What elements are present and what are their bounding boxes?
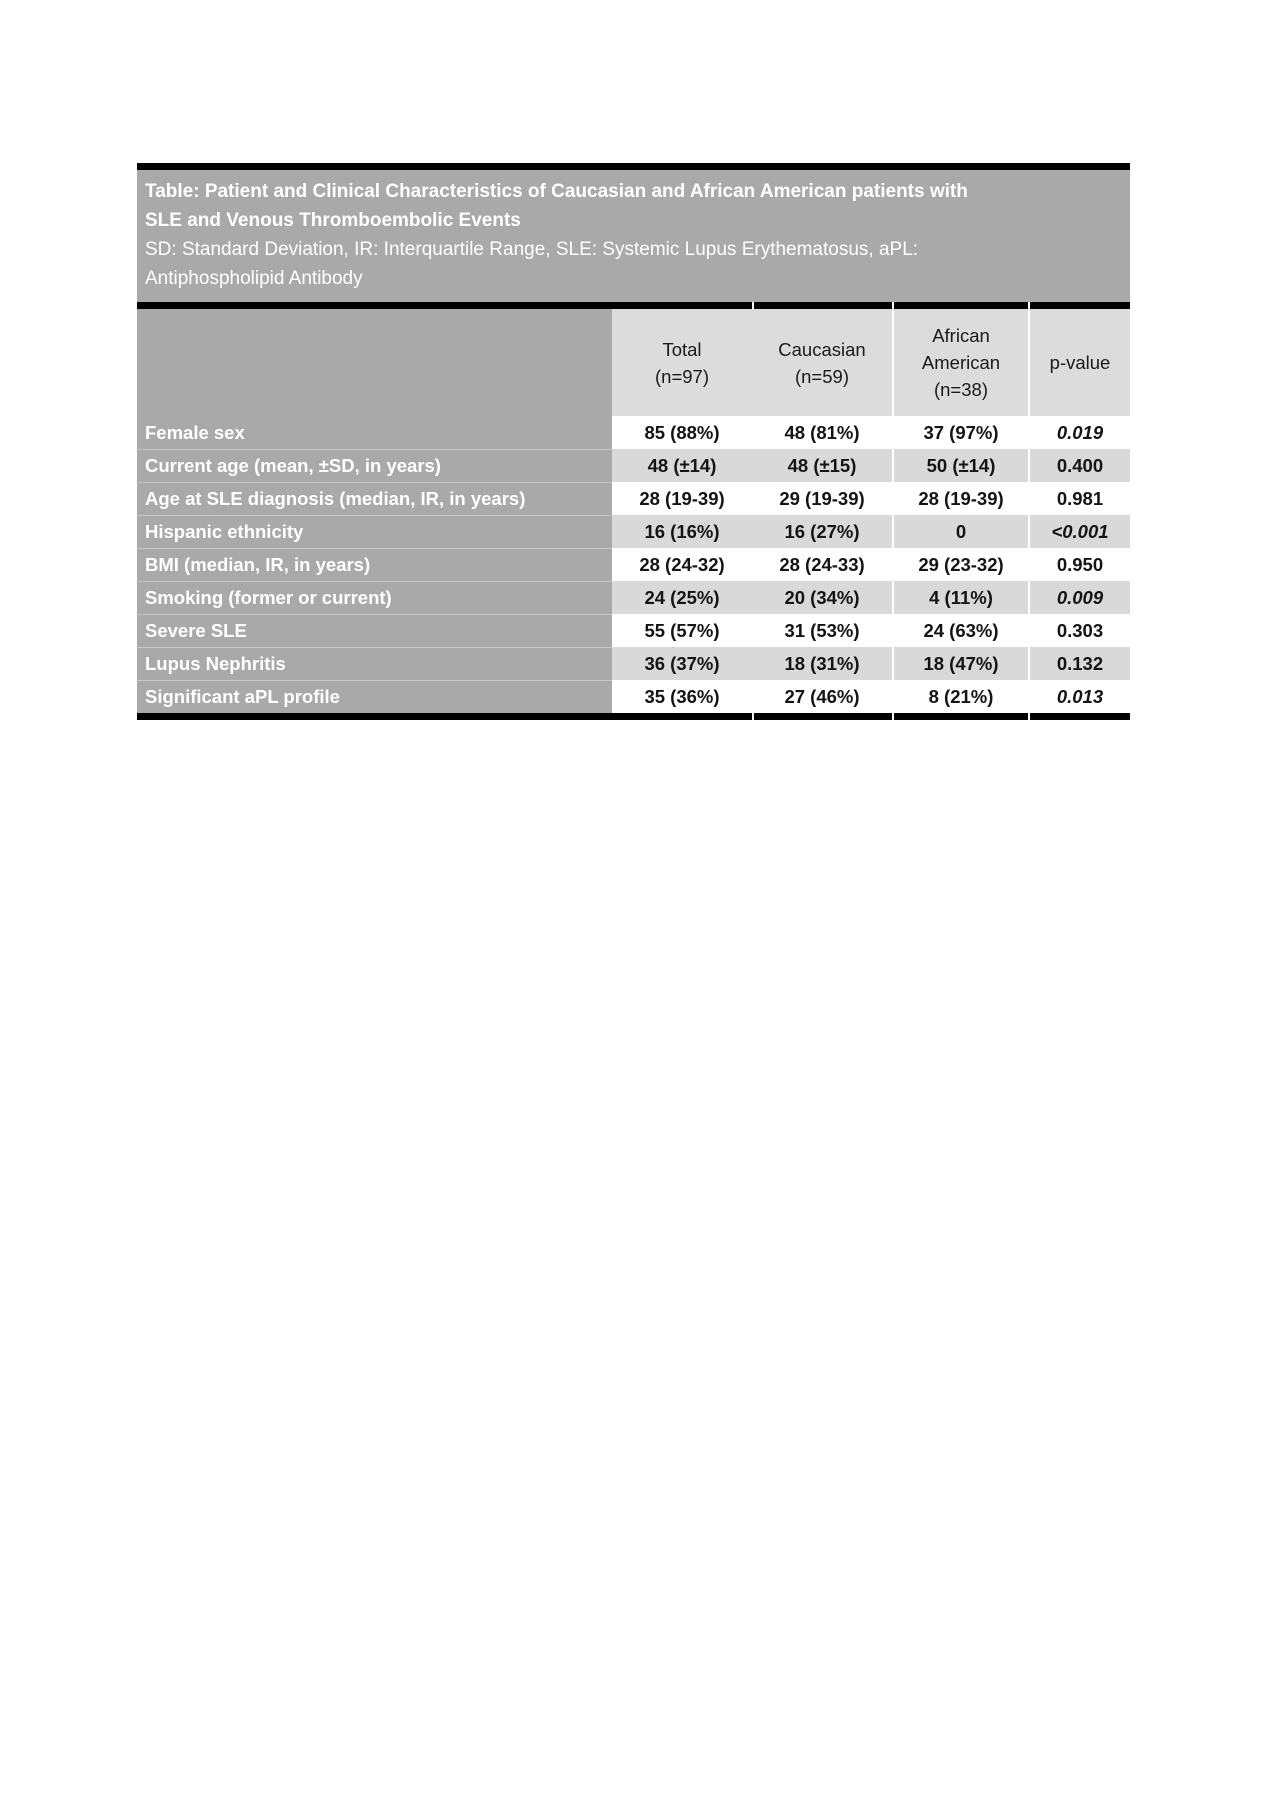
row-label: Severe SLE — [137, 614, 612, 647]
table-top-rule — [137, 163, 1130, 170]
row-label: Current age (mean, ±SD, in years) — [137, 449, 612, 482]
data-cell-total: 48 (±14) — [612, 449, 752, 482]
row-label: Age at SLE diagnosis (median, IR, in yea… — [137, 482, 612, 515]
data-cell-total: 35 (36%) — [612, 680, 752, 713]
data-cell-african-american: 18 (47%) — [892, 647, 1028, 680]
data-cell-total: 85 (88%) — [612, 416, 752, 449]
data-cell-total: 24 (25%) — [612, 581, 752, 614]
p-value-cell: 0.009 — [1028, 581, 1130, 614]
p-value-cell: 0.400 — [1028, 449, 1130, 482]
column-header-caucasian: Caucasian (n=59) — [752, 309, 892, 416]
data-cell-african-american: 0 — [892, 515, 1028, 548]
row-label: Lupus Nephritis — [137, 647, 612, 680]
table-title: Table: Patient and Clinical Characterist… — [145, 181, 968, 231]
data-cell-caucasian: 48 (81%) — [752, 416, 892, 449]
data-cell-total: 55 (57%) — [612, 614, 752, 647]
data-cell-total: 28 (24-32) — [612, 548, 752, 581]
p-value-cell: <0.001 — [1028, 515, 1130, 548]
rule-gap — [1028, 713, 1030, 720]
row-label: Smoking (former or current) — [137, 581, 612, 614]
rule-gap — [752, 302, 754, 309]
data-cell-total: 28 (19-39) — [612, 482, 752, 515]
data-cell-caucasian: 27 (46%) — [752, 680, 892, 713]
rule-gap — [752, 713, 754, 720]
column-header-african-american: African American (n=38) — [892, 309, 1028, 416]
row-label: Hispanic ethnicity — [137, 515, 612, 548]
data-cell-african-american: 28 (19-39) — [892, 482, 1028, 515]
rule-gap — [892, 713, 894, 720]
data-cell-caucasian: 29 (19-39) — [752, 482, 892, 515]
data-cell-caucasian: 16 (27%) — [752, 515, 892, 548]
p-value-cell: 0.981 — [1028, 482, 1130, 515]
p-value-cell: 0.132 — [1028, 647, 1130, 680]
p-value-cell: 0.013 — [1028, 680, 1130, 713]
patient-characteristics-table: Table: Patient and Clinical Characterist… — [137, 163, 1130, 720]
data-cell-african-american: 29 (23-32) — [892, 548, 1028, 581]
data-cell-african-american: 4 (11%) — [892, 581, 1028, 614]
data-cell-total: 36 (37%) — [612, 647, 752, 680]
data-cell-total: 16 (16%) — [612, 515, 752, 548]
data-cell-caucasian: 18 (31%) — [752, 647, 892, 680]
data-cell-caucasian: 31 (53%) — [752, 614, 892, 647]
table-grid: Total (n=97) Caucasian (n=59) African Amer… — [137, 309, 1130, 713]
row-label: BMI (median, IR, in years) — [137, 548, 612, 581]
rule-gap — [1028, 302, 1030, 309]
p-value-cell: 0.950 — [1028, 548, 1130, 581]
data-cell-caucasian: 28 (24-33) — [752, 548, 892, 581]
table-abbreviation-legend: SD: Standard Deviation, IR: Interquartil… — [145, 239, 919, 289]
data-cell-african-american: 37 (97%) — [892, 416, 1028, 449]
data-cell-african-american: 24 (63%) — [892, 614, 1028, 647]
table-bottom-rule — [137, 713, 1130, 720]
row-label: Female sex — [137, 416, 612, 449]
column-header-total: Total (n=97) — [612, 309, 752, 416]
data-cell-caucasian: 48 (±15) — [752, 449, 892, 482]
column-header-empty — [137, 309, 612, 416]
rule-gap — [892, 302, 894, 309]
row-label: Significant aPL profile — [137, 680, 612, 713]
data-cell-african-american: 8 (21%) — [892, 680, 1028, 713]
p-value-cell: 0.019 — [1028, 416, 1130, 449]
table-title-block: Table: Patient and Clinical Characterist… — [137, 170, 1130, 302]
data-cell-african-american: 50 (±14) — [892, 449, 1028, 482]
data-cell-caucasian: 20 (34%) — [752, 581, 892, 614]
table-header-rule — [137, 302, 1130, 309]
p-value-cell: 0.303 — [1028, 614, 1130, 647]
column-header-p-value: p-value — [1028, 309, 1130, 416]
